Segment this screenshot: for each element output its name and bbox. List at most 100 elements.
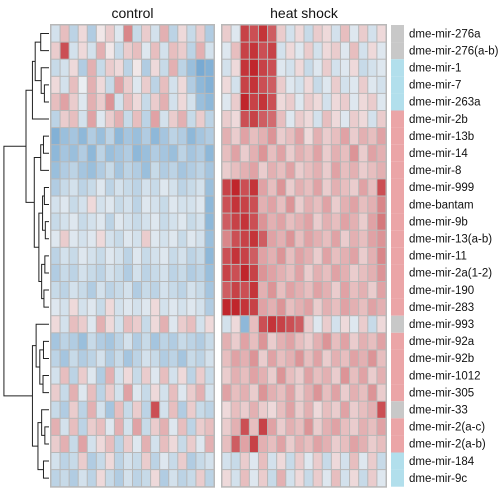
control-cell [105,196,114,213]
control-cell [151,111,160,128]
heat-shock-cell [258,299,268,316]
control-cell [205,196,214,213]
heat-shock-cell [240,418,249,435]
heat-shock-cell [322,196,331,213]
control-cell [114,333,123,350]
heat-shock-cell [377,162,386,179]
control-cell [123,128,132,145]
heat-shock-cell [313,247,322,264]
row-label: dme-bantam [409,199,474,211]
heat-shock-cell [295,333,304,350]
dendrogram-branch [42,460,49,479]
control-cell [196,247,205,264]
heat-shock-cell [313,179,322,196]
heat-shock-cell [350,350,359,367]
heat-shock-cell [240,179,249,196]
heat-shock-cell [222,196,231,213]
dendrogram-branch [42,375,49,394]
control-cell [114,350,123,367]
control-cell [187,367,196,384]
control-cell [142,76,151,93]
heat-shock-cell [231,435,240,452]
heat-shock-cell [340,367,350,384]
heat-shock-cell [304,401,313,418]
heat-shock-cell [222,282,231,299]
heat-shock-cell [359,350,368,367]
control-cell [151,93,160,110]
heat-shock-cell [249,367,258,384]
heat-shock-cell [258,367,268,384]
heat-shock-cell [340,93,350,110]
heat-shock-cell [258,350,268,367]
control-cell [187,350,196,367]
annotation-blue [391,76,404,94]
annotation-grey [391,315,404,333]
control-cell [69,384,78,401]
heat-shock-cell [331,196,340,213]
row-label: dme-mir-8 [409,165,461,177]
heat-shock-cell [277,367,286,384]
heat-shock-cell [377,111,386,128]
control-cell [133,230,142,247]
heat-shock-cell [304,299,313,316]
control-cell [187,196,196,213]
heat-shock-cell [304,247,313,264]
control-cell [60,230,69,247]
heat-shock-cell [240,213,249,230]
control-cell [142,128,151,145]
control-cell [142,401,151,418]
heat-shock-cell [368,111,377,128]
control-cell [114,453,123,470]
row-label: dme-mir-33 [409,405,468,417]
control-cell [205,128,214,145]
heat-shock-cell [322,145,331,162]
control-cell [78,42,87,59]
heat-shock-cell [268,264,277,281]
heat-shock-cell [231,179,240,196]
control-cell [78,350,87,367]
heat-shock-cell [240,264,249,281]
heat-shock-cell [286,333,295,350]
heat-shock-cell [249,230,258,247]
heat-shock-cell [249,145,258,162]
heat-shock-cell [231,145,240,162]
control-cell [205,59,214,76]
heat-shock-cell [222,264,231,281]
control-cell [133,282,142,299]
control-cell [151,76,160,93]
heat-shock-cell [340,111,350,128]
heat-shock-cell [258,435,268,452]
control-cell [123,76,132,93]
control-cell [187,93,196,110]
heat-shock-cell [331,247,340,264]
heat-shock-cell [350,162,359,179]
heat-shock-cell [350,145,359,162]
heat-shock-cell [359,59,368,76]
control-cell [60,299,69,316]
control-cell [51,230,60,247]
heat-shock-cell [249,384,258,401]
control-cell [96,316,105,333]
heat-shock-cell [359,196,368,213]
heat-shock-cell [231,333,240,350]
control-cell [69,418,78,435]
control-cell [69,128,78,145]
heat-shock-cell [277,59,286,76]
heat-shock-cell [340,453,350,470]
heat-shock-cell [231,111,240,128]
control-cell [96,230,105,247]
heat-shock-cell [331,128,340,145]
control-cell [178,435,187,452]
heat-shock-cell [322,93,331,110]
heat-shock-cell [368,230,377,247]
heat-shock-cell [258,333,268,350]
heat-shock-cell [231,470,240,487]
control-cell [169,145,178,162]
heat-shock-cell [322,316,331,333]
control-cell [123,213,132,230]
control-cell [169,299,178,316]
control-cell [142,470,151,487]
heat-shock-cell [304,76,313,93]
heat-shock-cell [222,401,231,418]
annotation-pink [391,435,404,453]
